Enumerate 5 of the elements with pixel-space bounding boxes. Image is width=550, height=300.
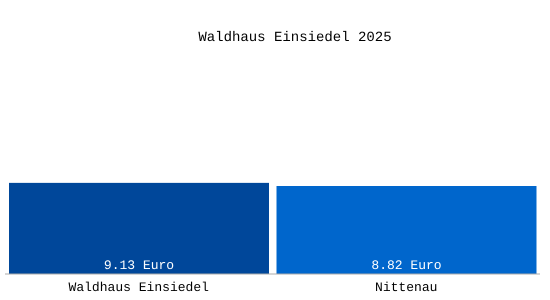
x-tick-label: Nittenau (375, 280, 438, 296)
chart-title: Waldhaus Einsiedel 2025 (197, 30, 393, 46)
x-tick-label: Waldhaus Einsiedel (68, 280, 210, 296)
data-label: 9.13 Euro (104, 258, 174, 273)
data-label: 8.82 Euro (371, 258, 442, 273)
